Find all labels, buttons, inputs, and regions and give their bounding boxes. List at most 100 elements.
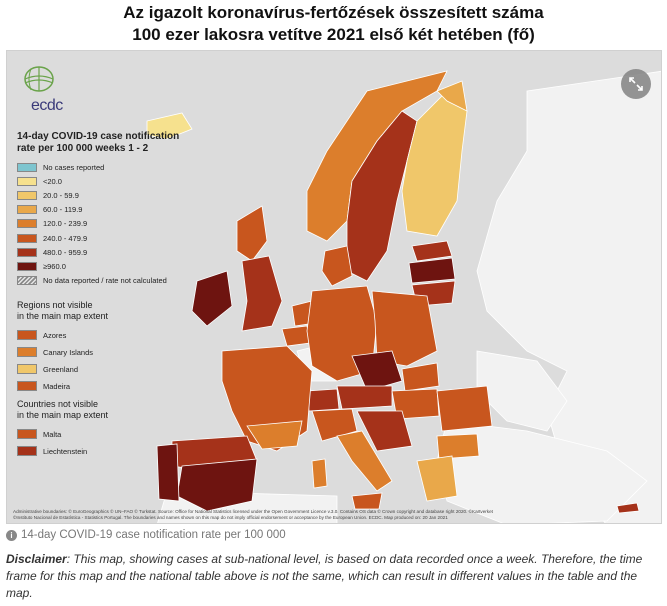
legend-items: No cases reported <20.0 20.0 - 59.9 60.0 - … — [17, 160, 192, 288]
globe-icon — [24, 66, 54, 92]
countries-title: Countries not visible in the main map ex… — [17, 398, 109, 420]
bulgaria — [436, 433, 480, 460]
hungary — [391, 388, 440, 420]
italy-north — [311, 408, 358, 442]
disclaimer-label: Disclaimer — [6, 552, 67, 566]
country-item-label: Malta — [43, 429, 62, 439]
expand-arrows-icon — [629, 77, 643, 91]
iberia — [156, 435, 258, 512]
region-item-label: Greenland — [43, 364, 79, 374]
region-item-label: Azores — [43, 330, 67, 340]
legend-item-label: <20.0 — [43, 176, 62, 186]
region-item-row: Madeira — [17, 378, 192, 395]
legend-item-label: ≥960.0 — [43, 261, 66, 271]
ireland — [191, 270, 233, 327]
legend-title: 14-day COVID-19 case notification rate p… — [17, 131, 180, 154]
sweden — [346, 110, 418, 282]
latvia — [408, 257, 456, 284]
italy-south — [336, 430, 393, 492]
region-item-swatch — [17, 381, 37, 392]
legend-item-label: 480.0 - 959.9 — [43, 247, 88, 257]
europe-map-svg — [146, 70, 661, 523]
belgium — [281, 325, 311, 347]
legend-item-row: No data reported / rate not calculated — [17, 274, 192, 288]
country-item-row: Malta — [17, 426, 192, 443]
country-items: Malta Liechtenstein — [17, 426, 192, 460]
legend-item-row: 240.0 - 479.9 — [17, 231, 192, 245]
czechia — [351, 350, 403, 392]
country-item-row: Liechtenstein — [17, 443, 192, 460]
legend-item-row: 20.0 - 59.9 — [17, 188, 192, 202]
finland-north — [436, 80, 468, 112]
legend-item-swatch — [17, 176, 37, 186]
greece — [416, 455, 458, 502]
legend-item-swatch — [17, 247, 37, 257]
portugal — [156, 443, 180, 502]
disclaimer-text: : This map, showing cases at sub-nationa… — [6, 552, 643, 600]
slovakia — [401, 362, 440, 392]
region-item-label: Canary Islands — [43, 347, 94, 357]
caption-text: 14-day COVID-19 case notification rate p… — [21, 529, 286, 541]
legend-item-swatch — [17, 205, 37, 215]
legend-item-swatch — [17, 219, 37, 229]
region-items: Azores Canary Islands Greenland Madeira — [17, 327, 192, 395]
estonia — [411, 240, 453, 262]
western-europe — [221, 245, 440, 452]
austria — [336, 385, 393, 410]
region-item-row: Greenland — [17, 361, 192, 378]
england — [241, 255, 283, 332]
switzerland — [306, 388, 340, 412]
map-legend: 14-day COVID-19 case notification rate p… — [17, 131, 192, 460]
legend-item-label: 20.0 - 59.9 — [43, 190, 79, 200]
country-item-swatch — [17, 446, 37, 457]
info-icon: i — [6, 529, 17, 541]
map-caption: i 14-day COVID-19 case notification rate… — [6, 529, 286, 541]
france-south — [246, 420, 303, 450]
legend-item-row: 480.0 - 959.9 — [17, 245, 192, 259]
admin-boundaries-note: Administrative boundaries: © EuroGeograp… — [13, 509, 493, 520]
regions-title: Regions not visible in the main map exte… — [17, 299, 109, 321]
romania — [436, 385, 493, 432]
region-item-label: Madeira — [43, 381, 71, 391]
legend-item-row: ≥960.0 — [17, 259, 192, 273]
sicily — [351, 492, 383, 510]
region-item-row: Canary Islands — [17, 344, 192, 361]
southern-europe — [311, 385, 640, 514]
expand-button[interactable] — [621, 69, 651, 99]
legend-item-swatch — [17, 233, 37, 243]
poland — [371, 290, 438, 367]
title-line-1: Az igazolt koronavírus-fertőzések összes… — [123, 3, 544, 22]
slovenia-croatia — [356, 410, 413, 452]
disclaimer: Disclaimer: This map, showing cases at s… — [6, 551, 661, 602]
sardinia — [311, 458, 328, 489]
region-item-swatch — [17, 330, 37, 341]
legend-item-label: No data reported / rate not calculated — [43, 276, 167, 286]
legend-item-swatch — [17, 261, 37, 271]
legend-item-swatch — [17, 162, 37, 172]
iceland — [146, 112, 193, 140]
region-item-row: Azores — [17, 327, 192, 344]
finland — [401, 90, 468, 237]
ecdc-logo: ecdc — [17, 63, 77, 114]
logo-text: ecdc — [31, 97, 63, 114]
british-isles — [191, 205, 283, 332]
legend-item-label: 60.0 - 119.9 — [43, 205, 83, 215]
region-item-swatch — [17, 364, 37, 375]
country-item-label: Liechtenstein — [43, 446, 88, 456]
legend-item-label: 240.0 - 479.9 — [43, 233, 88, 243]
map-title: Az igazolt koronavírus-fertőzések összes… — [0, 2, 667, 46]
legend-item-row: 120.0 - 239.9 — [17, 217, 192, 231]
title-line-2: 100 ezer lakosra vetítve 2021 első két h… — [132, 25, 535, 44]
legend-item-row: 60.0 - 119.9 — [17, 203, 192, 217]
legend-item-row: <20.0 — [17, 174, 192, 188]
scotland — [236, 205, 268, 262]
legend-item-swatch — [17, 190, 37, 200]
covid-map: ecdc 14-day COVID-19 case notification r… — [6, 50, 662, 524]
country-item-swatch — [17, 429, 37, 440]
legend-item-label: No cases reported — [43, 162, 105, 172]
cyprus — [616, 502, 640, 514]
nordic-region — [306, 70, 468, 282]
legend-item-label: 120.0 - 239.9 — [43, 219, 88, 229]
legend-item-row: No cases reported — [17, 160, 192, 174]
legend-item-swatch — [17, 276, 37, 286]
